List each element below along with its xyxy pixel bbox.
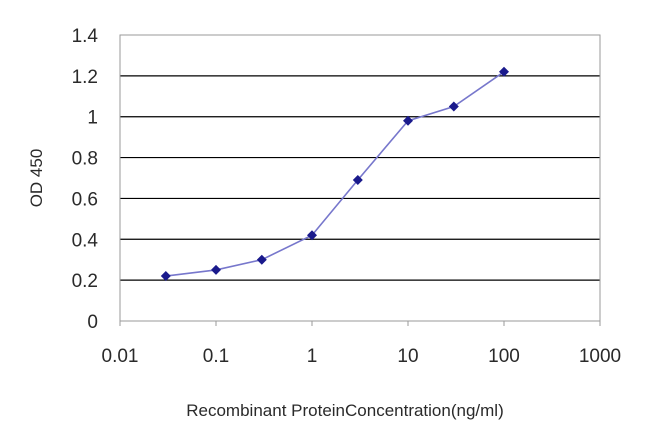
data-point-1 xyxy=(307,230,317,241)
y-tick-label-1.4: 1.4 xyxy=(72,26,99,47)
data-point-3 xyxy=(352,175,363,186)
x-tick-label-1: 1 xyxy=(307,346,318,367)
x-tick-label-1000: 1000 xyxy=(579,346,621,367)
x-tick-label-0.01: 0.01 xyxy=(102,346,139,367)
series-od450 xyxy=(160,66,509,282)
y-tick-label-0.8: 0.8 xyxy=(72,149,98,170)
y-tick-label-1: 1 xyxy=(87,108,98,129)
data-point-0.03 xyxy=(160,271,171,282)
series-line-0 xyxy=(165,71,505,277)
data-point-100 xyxy=(499,66,509,77)
x-axis-tick-labels: 0.01 0.1 1 10 100 1000 xyxy=(102,346,622,367)
y-tick-label-0.4: 0.4 xyxy=(72,230,99,251)
x-tick-label-0.1: 0.1 xyxy=(203,346,229,367)
y-tick-label-0: 0 xyxy=(87,312,98,333)
data-point-0.1 xyxy=(211,264,221,275)
plot-area-border xyxy=(119,34,601,322)
grid-lines xyxy=(120,75,600,281)
x-tick-label-100: 100 xyxy=(488,346,520,367)
x-axis-title: Recombinant ProteinConcentration(ng/ml) xyxy=(186,401,504,420)
data-point-0.3 xyxy=(256,254,267,265)
y-tick-label-0.6: 0.6 xyxy=(72,189,98,210)
y-tick-label-1.2: 1.2 xyxy=(72,67,98,88)
data-point-30 xyxy=(448,101,459,112)
y-axis-tick-labels: 0 0.2 0.4 0.6 0.8 1 1.2 1.4 xyxy=(72,26,99,333)
x-tick-label-10: 10 xyxy=(397,346,418,367)
data-point-10 xyxy=(403,115,413,126)
x-axis-tick-marks xyxy=(119,321,601,326)
y-axis-title: OD 450 xyxy=(27,149,46,208)
y-tick-label-0.2: 0.2 xyxy=(72,271,98,292)
